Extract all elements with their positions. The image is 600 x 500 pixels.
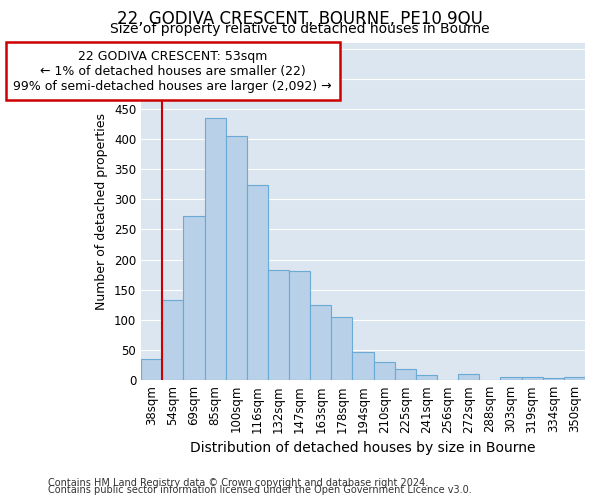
Y-axis label: Number of detached properties: Number of detached properties xyxy=(95,113,109,310)
Text: Contains HM Land Registry data © Crown copyright and database right 2024.: Contains HM Land Registry data © Crown c… xyxy=(48,478,428,488)
Text: Contains public sector information licensed under the Open Government Licence v3: Contains public sector information licen… xyxy=(48,485,472,495)
Bar xyxy=(162,300,184,380)
Bar xyxy=(268,270,289,380)
Bar xyxy=(374,362,395,380)
Bar xyxy=(141,359,162,380)
Bar xyxy=(184,216,205,380)
X-axis label: Distribution of detached houses by size in Bourne: Distribution of detached houses by size … xyxy=(190,441,536,455)
Text: Size of property relative to detached houses in Bourne: Size of property relative to detached ho… xyxy=(110,22,490,36)
Bar xyxy=(226,136,247,380)
Bar xyxy=(543,378,564,380)
Bar xyxy=(247,186,268,380)
Bar xyxy=(458,374,479,380)
Bar xyxy=(395,368,416,380)
Text: 22, GODIVA CRESCENT, BOURNE, PE10 9QU: 22, GODIVA CRESCENT, BOURNE, PE10 9QU xyxy=(117,10,483,28)
Bar xyxy=(352,352,374,380)
Bar xyxy=(205,118,226,380)
Bar xyxy=(564,376,585,380)
Bar xyxy=(310,305,331,380)
Bar xyxy=(500,376,521,380)
Bar xyxy=(331,318,352,380)
Text: 22 GODIVA CRESCENT: 53sqm
← 1% of detached houses are smaller (22)
99% of semi-d: 22 GODIVA CRESCENT: 53sqm ← 1% of detach… xyxy=(13,50,332,92)
Bar xyxy=(416,376,437,380)
Bar xyxy=(289,271,310,380)
Bar xyxy=(521,377,543,380)
